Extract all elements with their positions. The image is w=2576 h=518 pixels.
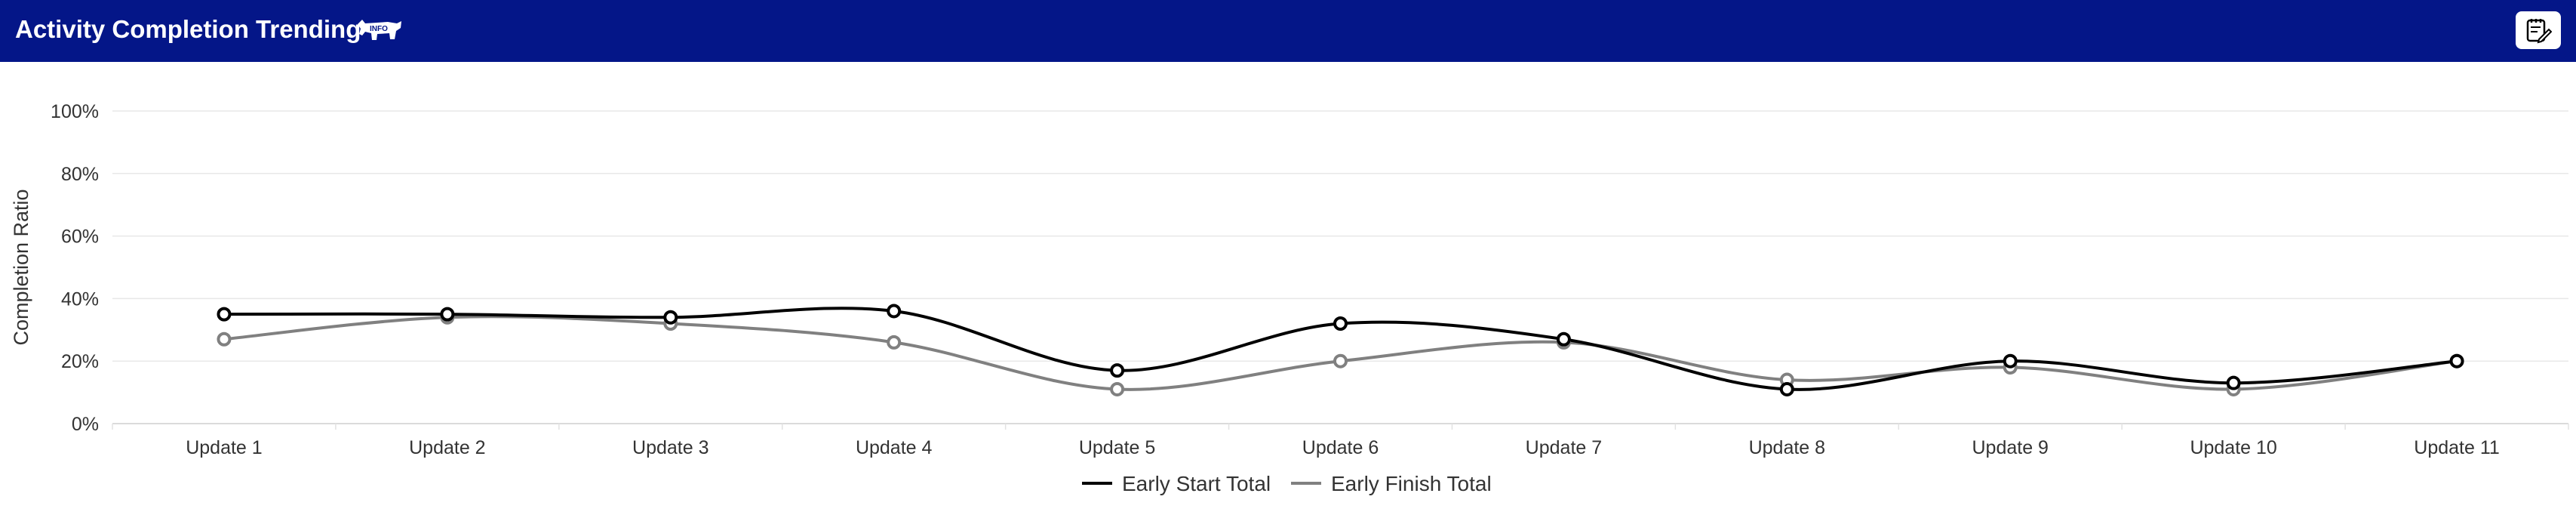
notes-pen-icon [2526,19,2552,44]
x-tick-label: Update 3 [632,437,709,458]
data-point [1110,381,1125,396]
data-point [2003,353,2018,368]
data-point [887,335,902,350]
x-tick-label: Update 10 [2190,437,2276,458]
chart-header: Activity Completion Trending INFO [0,0,2576,62]
data-point [1556,331,1571,347]
y-axis-label: Completion Ratio [10,189,32,345]
x-tick-label: Update 2 [409,437,485,458]
x-tick-label: Update 4 [856,437,933,458]
y-tick-label: 40% [61,288,99,310]
info-cow-icon[interactable]: INFO [355,17,403,44]
y-tick-label: 20% [61,351,99,372]
data-point [1779,381,1794,396]
legend-label: Early Start Total [1122,472,1271,495]
y-tick-label: 80% [61,164,99,185]
y-tick-label: 60% [61,227,99,248]
x-tick-label: Update 5 [1079,437,1155,458]
data-point [217,307,232,322]
data-point [1333,316,1348,331]
data-point [1333,353,1348,368]
data-point [2226,375,2241,390]
y-tick-label: 100% [51,101,99,122]
x-tick-label: Update 7 [1526,437,1602,458]
page-title: Activity Completion Trending [15,15,361,43]
y-tick-label: 0% [72,414,99,435]
data-point [663,310,678,325]
data-point [887,304,902,319]
x-tick-label: Update 9 [1972,437,2048,458]
data-point [217,331,232,347]
data-point [440,307,455,322]
x-tick-label: Update 1 [186,437,262,458]
data-point [2449,353,2464,368]
notes-button[interactable] [2516,11,2561,49]
legend-label: Early Finish Total [1331,472,1492,495]
x-tick-label: Update 8 [1749,437,1825,458]
info-badge-text: INFO [370,25,388,33]
x-tick-label: Update 11 [2414,437,2500,458]
x-tick-label: Update 6 [1302,437,1379,458]
data-point [1110,363,1125,378]
line-chart: 0% 20% 40% 60% 80% 100% Update 1 Update 2 Update… [10,101,2569,495]
